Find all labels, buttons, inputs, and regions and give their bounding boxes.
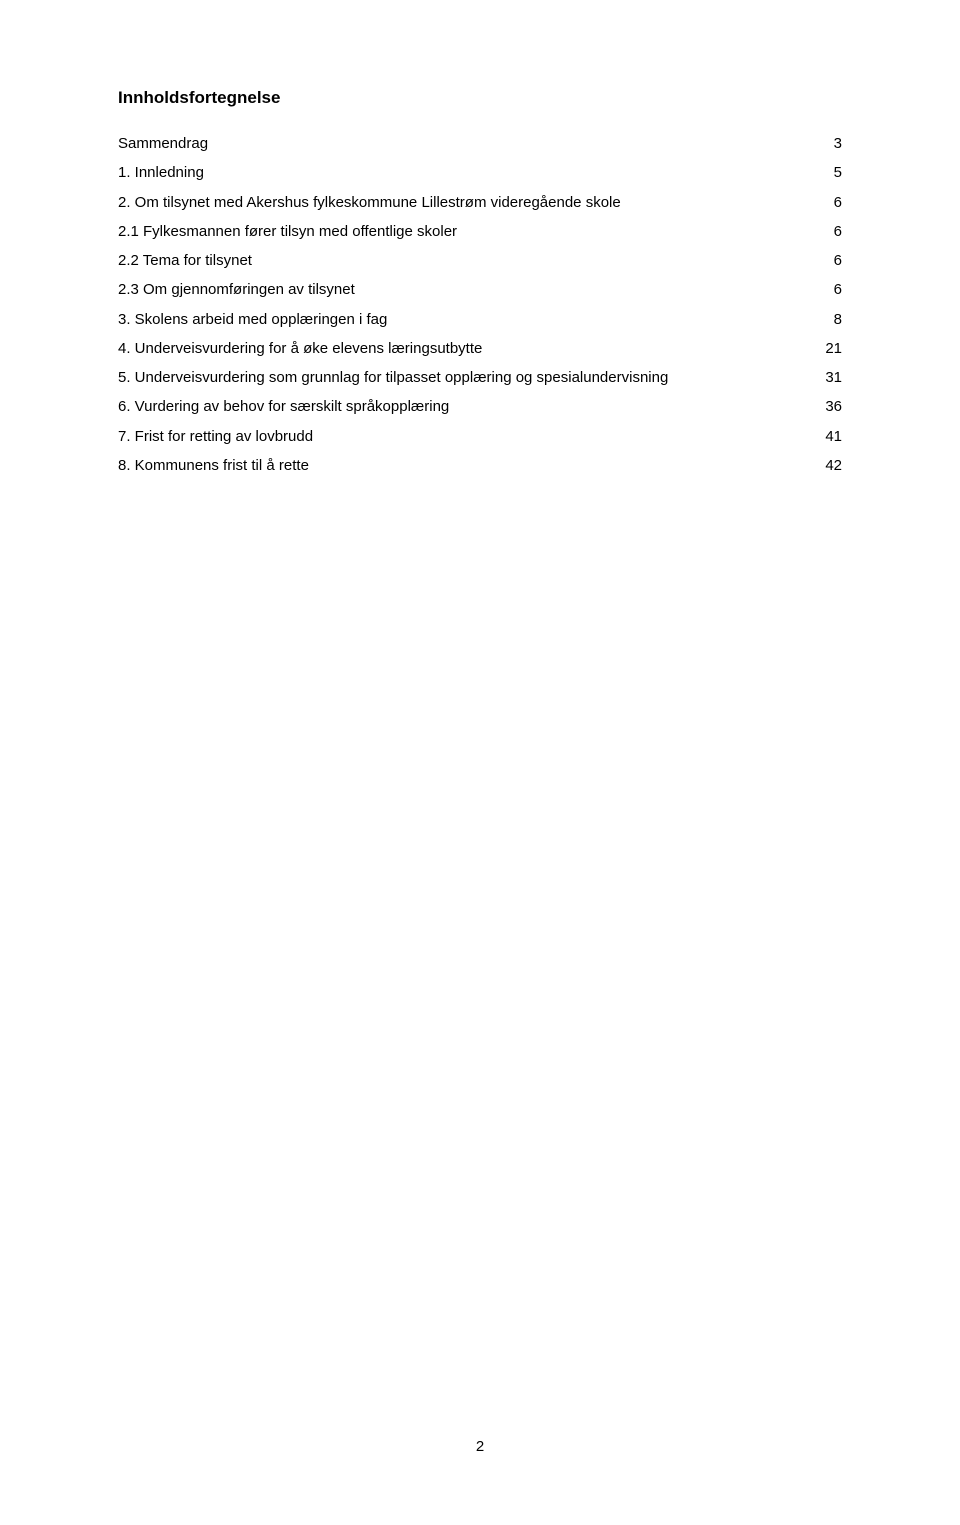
toc-entry-page: 6 (834, 251, 842, 271)
toc-entry-label: 7. Frist for retting av lovbrudd (118, 427, 313, 447)
toc-entry-label: Sammendrag (118, 134, 208, 154)
toc-entry-label: 6. Vurdering av behov for særskilt språk… (118, 397, 449, 417)
toc-entry-page: 6 (834, 222, 842, 242)
toc-entry-label: 5. Underveisvurdering som grunnlag for t… (118, 368, 668, 388)
toc-entry: 2.3 Om gjennomføringen av tilsynet 6 (118, 280, 842, 300)
toc-entry-page: 3 (834, 134, 842, 154)
toc-entry-page: 42 (825, 456, 842, 476)
toc-entry: 2.1 Fylkesmannen fører tilsyn med offent… (118, 222, 842, 242)
toc-entry-page: 41 (825, 427, 842, 447)
toc-entry-label: 2.1 Fylkesmannen fører tilsyn med offent… (118, 222, 457, 242)
toc-entry-page: 8 (834, 310, 842, 330)
toc-entry: 5. Underveisvurdering som grunnlag for t… (118, 368, 842, 388)
toc-entry-label: 2. Om tilsynet med Akershus fylkeskommun… (118, 193, 621, 213)
toc-title: Innholdsfortegnelse (118, 88, 842, 108)
toc-entry-page: 5 (834, 163, 842, 183)
toc-entry-label: 2.2 Tema for tilsynet (118, 251, 252, 271)
toc-entry-label: 8. Kommunens frist til å rette (118, 456, 309, 476)
toc-entry-label: 1. Innledning (118, 163, 204, 183)
toc-entry: 3. Skolens arbeid med opplæringen i fag … (118, 310, 842, 330)
toc-entry-page: 31 (825, 368, 842, 388)
toc-entry-page: 21 (825, 339, 842, 359)
toc-entry: Sammendrag 3 (118, 134, 842, 154)
toc-entry-page: 6 (834, 280, 842, 300)
toc-entry: 7. Frist for retting av lovbrudd 41 (118, 427, 842, 447)
toc-entry: 4. Underveisvurdering for å øke elevens … (118, 339, 842, 359)
toc-entry: 2.2 Tema for tilsynet 6 (118, 251, 842, 271)
toc-entry-label: 2.3 Om gjennomføringen av tilsynet (118, 280, 355, 300)
toc-entry-page: 6 (834, 193, 842, 213)
toc-entry: 8. Kommunens frist til å rette 42 (118, 456, 842, 476)
toc-entry-label: 4. Underveisvurdering for å øke elevens … (118, 339, 482, 359)
toc-entry-page: 36 (825, 397, 842, 417)
toc-list: Sammendrag 3 1. Innledning 5 2. Om tilsy… (118, 134, 842, 476)
toc-entry: 1. Innledning 5 (118, 163, 842, 183)
page-number: 2 (0, 1438, 960, 1455)
toc-entry-label: 3. Skolens arbeid med opplæringen i fag (118, 310, 387, 330)
toc-entry: 2. Om tilsynet med Akershus fylkeskommun… (118, 193, 842, 213)
toc-entry: 6. Vurdering av behov for særskilt språk… (118, 397, 842, 417)
